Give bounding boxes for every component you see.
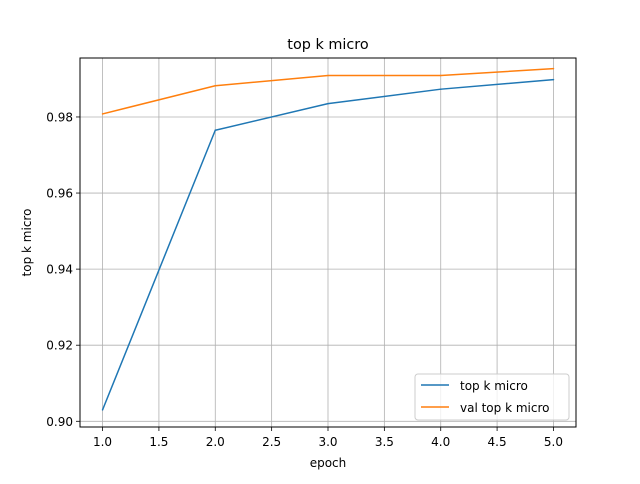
y-tick-label: 0.94 xyxy=(46,263,73,277)
x-tick-label: 5.0 xyxy=(544,435,563,449)
grid xyxy=(80,58,576,427)
x-tick-label: 1.5 xyxy=(149,435,168,449)
x-tick-label: 4.0 xyxy=(431,435,450,449)
data-point-val-top-k-micro xyxy=(552,67,555,70)
data-point-val-top-k-micro xyxy=(101,113,104,115)
axis-ticks: 1.0 1.5 2.0 2.5 3.0 3.5 4.0 4.5 5.0 0.90 0.92 0.94 0… xyxy=(46,110,563,449)
x-tick-label: 2.0 xyxy=(206,435,225,449)
y-axis-label: top k micro xyxy=(20,209,34,277)
x-axis-label: epoch xyxy=(310,456,347,470)
y-tick-label: 0.98 xyxy=(46,110,73,124)
legend-box xyxy=(414,373,570,421)
data-point-top-k-micro xyxy=(327,102,329,105)
data-point-val-top-k-micro xyxy=(439,74,442,77)
data-point-top-k-micro xyxy=(101,409,104,411)
legend-label-val-top-k-micro: val top k micro xyxy=(460,401,549,415)
series-lines xyxy=(101,67,555,411)
y-tick-label: 0.96 xyxy=(46,187,73,201)
data-point-val-top-k-micro xyxy=(214,85,217,87)
legend-label-top-k-micro: top k micro xyxy=(460,379,528,393)
data-point-val-top-k-micro xyxy=(327,74,329,77)
y-tick-label: 0.92 xyxy=(46,339,73,353)
x-tick-label: 3.0 xyxy=(318,435,337,449)
data-point-top-k-micro xyxy=(439,88,442,90)
data-point-top-k-micro xyxy=(552,78,555,81)
x-tick-label: 4.5 xyxy=(488,435,507,449)
legend: top k micro val top k micro xyxy=(414,373,570,421)
y-tick-label: 0.90 xyxy=(46,415,73,429)
chart-title: top k micro xyxy=(287,37,369,53)
x-tick-label: 1.0 xyxy=(93,435,112,449)
x-tick-label: 3.5 xyxy=(375,435,394,449)
data-point-top-k-micro xyxy=(214,129,217,132)
x-tick-label: 2.5 xyxy=(262,435,281,449)
